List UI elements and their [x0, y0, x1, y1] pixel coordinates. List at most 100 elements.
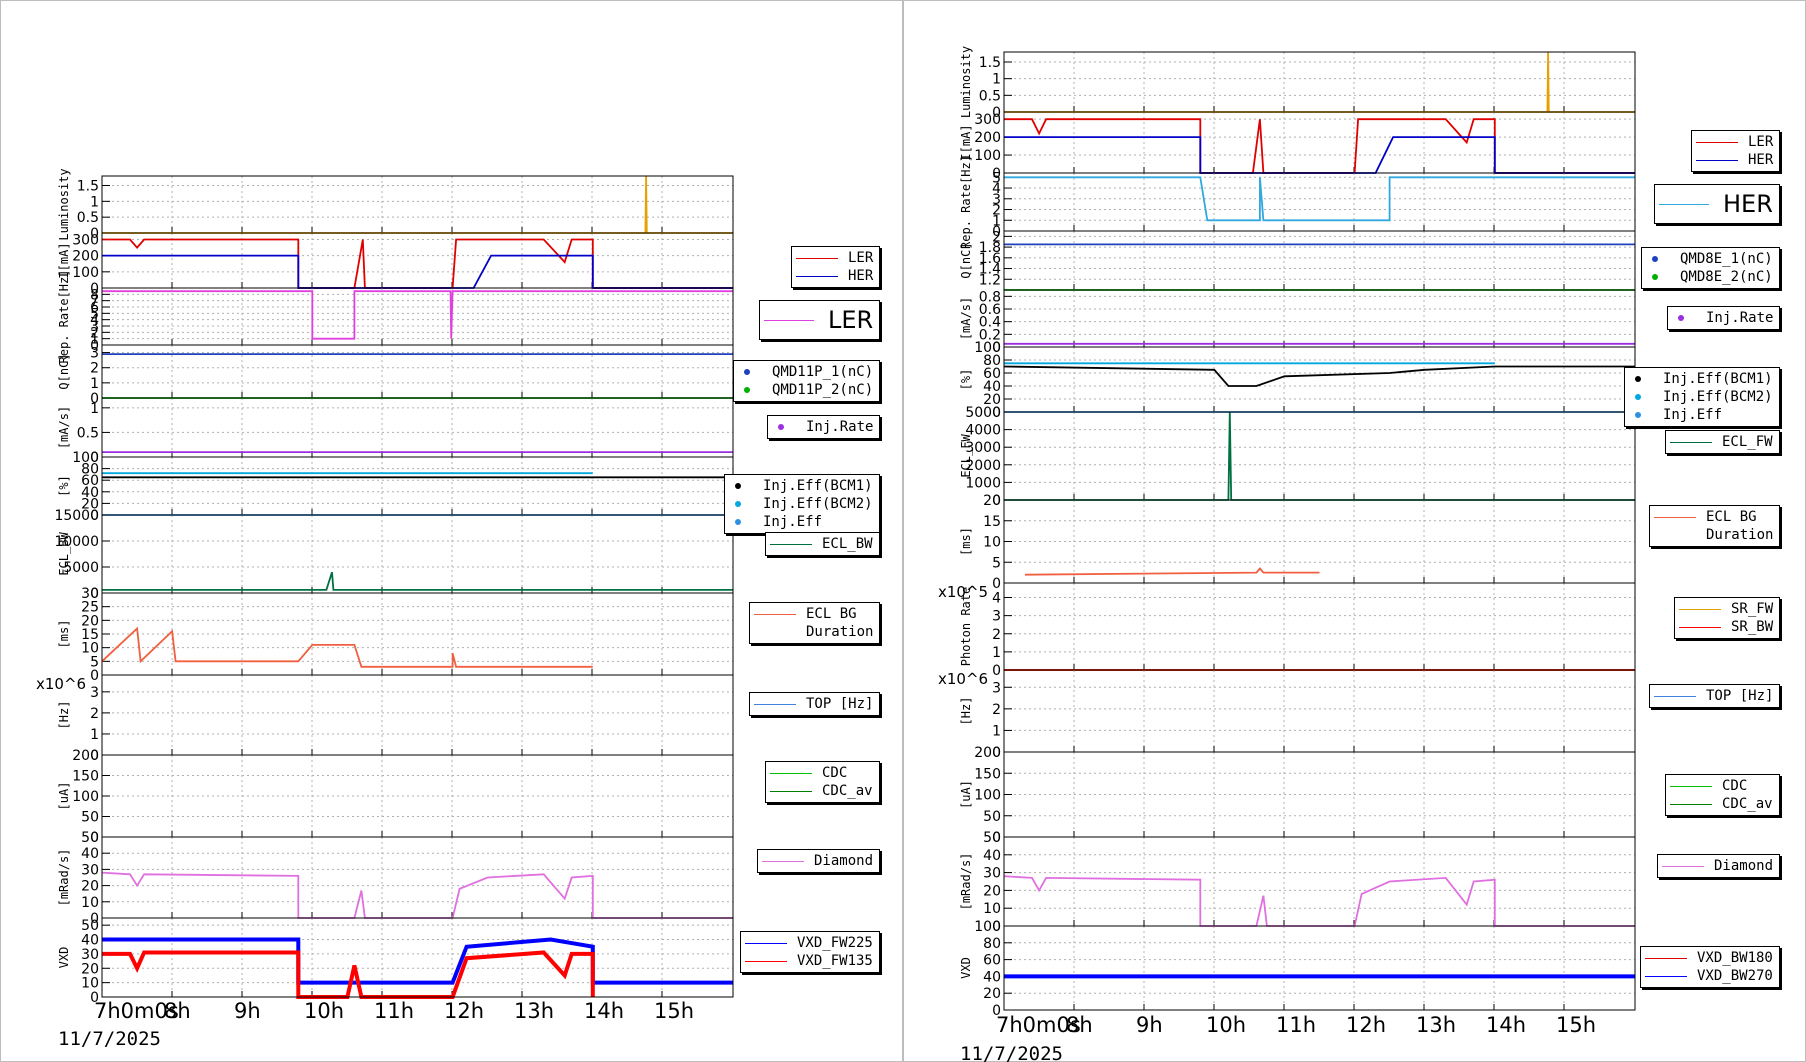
panel-frame: [101, 514, 734, 594]
legend-label: CDC: [1722, 778, 1748, 794]
y-tick-label: 0: [992, 576, 1001, 592]
y-tick-label: 30: [81, 862, 99, 878]
legend-entry: QMD8E_1(nC): [1646, 250, 1773, 268]
y-tick-label: 3: [90, 346, 99, 362]
y-axis-label: Rep. Rate[Hz]: [57, 270, 71, 364]
y-tick-label: 50: [983, 830, 1001, 846]
panel-frame: [101, 836, 734, 919]
y-tick-label: 5: [992, 555, 1001, 571]
legend-entry: Inj.Rate: [1672, 309, 1773, 327]
y-tick-label: 0: [90, 226, 99, 242]
legend-panel-2: LER HER: [791, 246, 881, 288]
y-tick-label: 0: [992, 919, 1001, 935]
panel-frame: [101, 397, 734, 458]
y-tick-label: 10000: [54, 534, 99, 550]
y-tick-label: 0.4: [979, 315, 1001, 331]
y-tick-label: 100: [974, 788, 1001, 804]
panel-frame: [1003, 669, 1636, 753]
legend-label: ECL_FW: [1722, 434, 1773, 450]
legend-swatch: [1645, 975, 1687, 977]
legend-swatch: [1670, 785, 1712, 787]
y-tick-label: 60: [983, 953, 1001, 969]
legend-label: Diamond: [1714, 858, 1774, 874]
y-tick-label: 1.4: [979, 262, 1001, 278]
y-axis-label: [ms]: [959, 527, 973, 556]
legend-panel-3: LER: [759, 300, 881, 340]
y-tick-label: 1: [992, 723, 1001, 739]
y-tick-label: 4000: [965, 423, 1001, 439]
legend-label: Inj.Eff(BCM2): [1663, 389, 1773, 405]
legend-swatch: [735, 519, 741, 525]
y-tick-label: 0: [90, 830, 99, 846]
legend-entry: SR_FW: [1679, 600, 1773, 618]
y-tick-label: 5: [90, 654, 99, 670]
y-tick-label: 0.2: [979, 327, 1001, 343]
y-tick-label: 2: [90, 706, 99, 722]
panel-frame: [1003, 172, 1636, 232]
legend-panel-7: ECL_BW: [765, 532, 880, 556]
legend-label: VXD_BW180: [1697, 950, 1773, 966]
y-tick-label: 1: [90, 332, 99, 348]
y-axis-label: Photon Rate: [959, 587, 973, 666]
legend-entry: Inj.Eff(BCM1): [729, 477, 873, 495]
y-tick-label: 0.5: [77, 425, 99, 441]
panel-frame: [1003, 836, 1636, 927]
legend-entry: Inj.Eff(BCM2): [1629, 388, 1773, 406]
y-axis-label: [%]: [57, 475, 71, 497]
legend-label: SR_BW: [1731, 619, 1774, 635]
x-tick-label: 9h: [234, 999, 261, 1023]
y-tick-label: 0: [90, 668, 99, 684]
series-trace: [1004, 51, 1635, 113]
y-tick-label: 0: [90, 391, 99, 407]
y-tick-label: 5000: [63, 560, 99, 576]
y-tick-label: 2: [992, 702, 1001, 718]
y-tick-label: 30: [983, 866, 1001, 882]
y-tick-label: 3: [90, 319, 99, 335]
legend-panel-8: ECL BG Duration: [749, 602, 881, 644]
legend-swatch: [796, 275, 838, 277]
y-tick-label: 100: [974, 148, 1001, 164]
legend-entry: VXD_BW180: [1645, 949, 1773, 967]
legend-entry: CDC_av: [1670, 795, 1773, 813]
y-tick-label: 30: [81, 586, 99, 602]
panel-7: 0 5000 10000 15000 ECL_BW: [54, 508, 734, 602]
y-tick-label: 50: [81, 918, 99, 934]
y-tick-label: 50: [983, 809, 1001, 825]
panel-frame: [101, 232, 734, 289]
y-tick-label: 0: [992, 405, 1001, 421]
legend-entry: Inj.Rate: [772, 418, 873, 436]
legend-swatch: [1635, 412, 1641, 418]
y-tick-label: 10: [81, 641, 99, 657]
legend-swatch: [796, 257, 838, 259]
exponent-label: x10^6: [938, 670, 988, 688]
y-tick-label: 300: [974, 112, 1001, 128]
y-axis-label: Q[nC]: [959, 242, 973, 278]
panel-5: 00.20.40.60.8 [mA/s]: [959, 289, 1636, 356]
y-axis-label: [uA]: [57, 782, 71, 811]
y-tick-label: 20: [983, 986, 1001, 1002]
y-tick-label: 1000: [965, 475, 1001, 491]
y-tick-label: 150: [974, 766, 1001, 782]
y-axis-label: Q[nC]: [57, 353, 71, 389]
y-axis-label: [uA]: [959, 780, 973, 809]
legend-panel-9: TOP [Hz]: [749, 692, 881, 716]
y-tick-label: 100: [974, 340, 1001, 356]
legend-panel-9: SR_FW SR_BW: [1674, 597, 1781, 639]
y-tick-label: 20: [81, 961, 99, 977]
y-tick-label: 0.5: [77, 210, 99, 226]
y-axis-label: ECL_BW: [57, 532, 71, 576]
y-tick-label: 4: [992, 591, 1001, 607]
panel-10: 0 1 2 3 [Hz] x10^6: [938, 669, 1636, 761]
y-tick-label: 7: [90, 294, 99, 310]
legend-label: ECL BG: [806, 606, 857, 622]
panel-1: 00.511.5 Luminosity: [959, 46, 1636, 121]
y-tick-label: 0: [992, 1003, 1001, 1019]
y-tick-label: 0: [90, 911, 99, 927]
legend-label: Duration: [1706, 527, 1774, 543]
chart-right: 00.511.5Luminosity0100200300I[mA]012345R…: [938, 46, 1636, 1062]
legend-panel-3: HER: [1654, 184, 1780, 224]
